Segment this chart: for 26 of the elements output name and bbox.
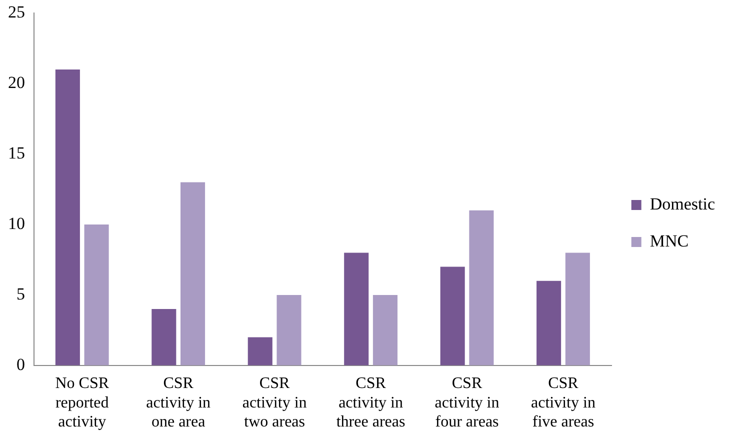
bar (536, 280, 562, 366)
y-tick-label: 20 (8, 73, 25, 92)
x-tick-label: CSR activity in one area (146, 375, 211, 431)
bar (344, 252, 369, 366)
x-tick-label: CSR activity in four areas (434, 375, 500, 431)
legend-label: MNC (650, 231, 689, 250)
x-tick-label: CSR activity in two areas (242, 375, 307, 431)
bar (565, 252, 590, 366)
y-tick-label: 5 (16, 284, 25, 304)
y-tick-label: 15 (8, 144, 25, 163)
bar (180, 182, 206, 366)
bar (276, 294, 302, 366)
x-tick-label: CSR activity in three areas (336, 375, 406, 431)
bar (372, 294, 398, 366)
bar (248, 337, 272, 366)
bar (152, 309, 176, 366)
bar (84, 224, 109, 366)
legend-label: Domestic (650, 194, 716, 214)
y-tick-label: 25 (8, 2, 25, 22)
x-tick-label: No CSR reported activity (55, 375, 110, 431)
x-tick-label: CSR activity in five areas (531, 375, 596, 431)
bar (440, 266, 465, 366)
y-tick-label: 10 (8, 214, 25, 233)
bar (55, 70, 80, 366)
bar (469, 210, 494, 366)
y-tick-label: 0 (16, 354, 25, 374)
